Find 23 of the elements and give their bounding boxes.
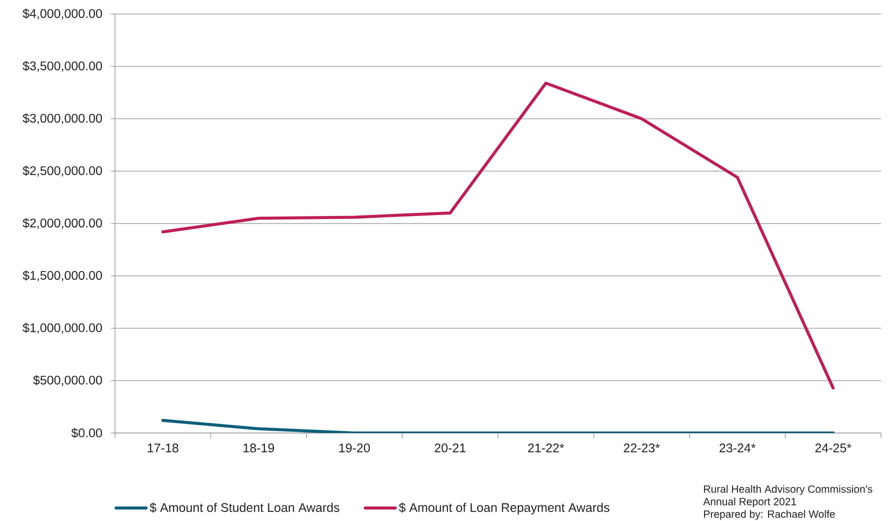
y-tick-label: $2,500,000.00 (22, 166, 102, 177)
line-series (161, 82, 835, 390)
text: Prepared by: Rachael Wolfe (704, 510, 835, 520)
x-tick-label: 20-21 (434, 444, 466, 452)
legend-label: $ Amount of Loan Repayment Awards (398, 502, 610, 514)
x-tick-label: 24-25* (815, 444, 852, 452)
x-tick-label: 23-24* (720, 444, 756, 452)
text: Rural Health Advisory Commission's (704, 485, 872, 495)
y-tick-label: $2,000,000.00 (22, 218, 102, 229)
text: Annual Report 2021 (703, 498, 796, 508)
y-tick-label: $3,500,000.00 (22, 60, 102, 72)
y-tick-label: $1,000,000.00 (22, 322, 102, 334)
y-tick-label: $0.00 (71, 428, 102, 438)
x-tick-label: 22-23* (624, 444, 660, 452)
x-tick-label: 21-22* (528, 444, 564, 452)
legend-label: $ Amount of Student Loan Awards (150, 502, 340, 513)
x-tick-label: 17-18 (148, 444, 178, 452)
x-tick-label: 19-20 (339, 444, 370, 452)
x-tick-label: 18-19 (244, 444, 274, 452)
y-tick-label: $500,000.00 (33, 375, 102, 386)
y-tick-label: $1,500,000.00 (22, 270, 102, 282)
y-tick-label: $3,000,000.00 (22, 113, 102, 124)
y-tick-label: $4,000,000.00 (22, 8, 102, 20)
